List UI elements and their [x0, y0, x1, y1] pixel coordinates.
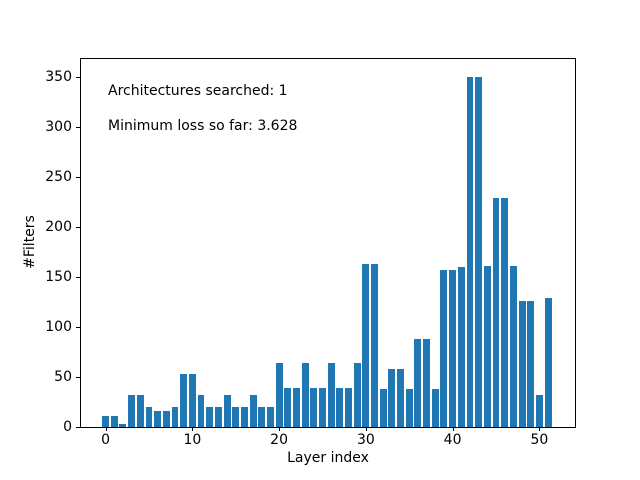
x-tick-mark-0	[105, 427, 107, 431]
bar-layer-8	[171, 407, 179, 427]
bar-layer-23	[301, 363, 309, 427]
bar-layer-10	[188, 374, 196, 427]
bar-layer-5	[145, 407, 153, 427]
x-tick-mark-40	[452, 427, 454, 431]
bar-layer-11	[197, 395, 205, 427]
y-tick-mark-300	[76, 127, 80, 128]
bar-layer-43	[475, 77, 483, 427]
bar-layer-13	[214, 407, 222, 427]
bars-group	[81, 59, 575, 427]
bar-layer-29	[353, 363, 361, 427]
bar-layer-22	[292, 388, 300, 427]
annotation-minimum-loss: Minimum loss so far: 3.628	[108, 118, 298, 134]
bar-layer-50	[535, 395, 543, 427]
x-tick-label-30: 30	[356, 432, 375, 448]
y-tick-mark-50	[76, 377, 80, 378]
x-tick-label-20: 20	[270, 432, 288, 448]
bar-layer-1	[110, 416, 118, 427]
bar-layer-39	[440, 270, 448, 427]
bar-layer-28	[345, 388, 352, 427]
bar-layer-31	[371, 264, 378, 427]
bar-layer-45	[492, 198, 500, 427]
bar-layer-51	[544, 298, 552, 427]
bar-layer-36	[414, 339, 422, 427]
annotation-architectures-searched: Architectures searched: 1	[108, 83, 288, 99]
bar-layer-15	[232, 407, 240, 427]
y-tick-mark-100	[76, 327, 80, 328]
bar-layer-2	[119, 424, 127, 427]
bar-layer-4	[136, 395, 144, 427]
bar-layer-37	[423, 339, 431, 427]
x-tick-label-0: 0	[101, 432, 111, 448]
bar-layer-34	[397, 369, 405, 427]
bar-layer-27	[336, 388, 344, 427]
x-tick-mark-30	[365, 427, 367, 431]
y-tick-label-50: 50	[54, 369, 72, 385]
y-tick-mark-0	[76, 427, 80, 428]
y-tick-label-100: 100	[45, 319, 72, 335]
x-tick-mark-20	[279, 427, 281, 431]
y-tick-label-300: 300	[45, 119, 72, 135]
bar-layer-35	[405, 389, 413, 427]
bar-layer-42	[466, 77, 474, 427]
y-tick-label-200: 200	[45, 219, 72, 235]
bar-layer-17	[249, 395, 257, 427]
y-tick-mark-250	[76, 177, 80, 178]
y-tick-label-0: 0	[63, 419, 72, 435]
bar-layer-24	[310, 388, 318, 427]
bar-layer-25	[319, 388, 326, 427]
x-tick-label-10: 10	[183, 432, 202, 448]
x-tick-label-50: 50	[530, 432, 549, 448]
bar-layer-3	[128, 395, 136, 427]
bar-layer-48	[518, 301, 526, 427]
bar-layer-33	[388, 369, 396, 427]
plot-area: Architectures searched: 1 Minimum loss s…	[80, 58, 576, 428]
bar-layer-26	[327, 363, 335, 427]
bar-layer-19	[266, 407, 274, 427]
bar-layer-20	[275, 363, 283, 427]
x-axis-label: Layer index	[287, 450, 369, 466]
bar-layer-40	[449, 270, 457, 427]
bar-layer-41	[457, 267, 465, 427]
x-tick-label-40: 40	[443, 432, 462, 448]
bar-layer-38	[431, 389, 439, 427]
bar-layer-18	[258, 407, 266, 427]
bar-layer-12	[206, 407, 214, 427]
bar-layer-9	[180, 374, 188, 427]
bar-layer-47	[509, 266, 517, 427]
y-tick-mark-200	[76, 227, 80, 228]
bar-layer-46	[501, 198, 509, 427]
bar-layer-7	[162, 411, 170, 427]
y-tick-mark-350	[76, 77, 80, 78]
bar-layer-49	[527, 301, 535, 427]
bar-layer-44	[483, 266, 491, 427]
bar-layer-0	[102, 416, 110, 427]
y-tick-mark-150	[76, 277, 80, 278]
bar-layer-21	[284, 388, 292, 427]
bar-layer-30	[362, 264, 370, 427]
bar-layer-14	[223, 395, 231, 427]
y-tick-label-350: 350	[45, 69, 72, 85]
bar-layer-32	[379, 389, 387, 427]
bar-layer-6	[154, 411, 162, 427]
y-tick-label-150: 150	[45, 269, 72, 285]
x-tick-mark-10	[192, 427, 194, 431]
bar-layer-16	[240, 407, 248, 427]
y-tick-label-250: 250	[45, 169, 72, 185]
x-tick-mark-50	[539, 427, 541, 431]
